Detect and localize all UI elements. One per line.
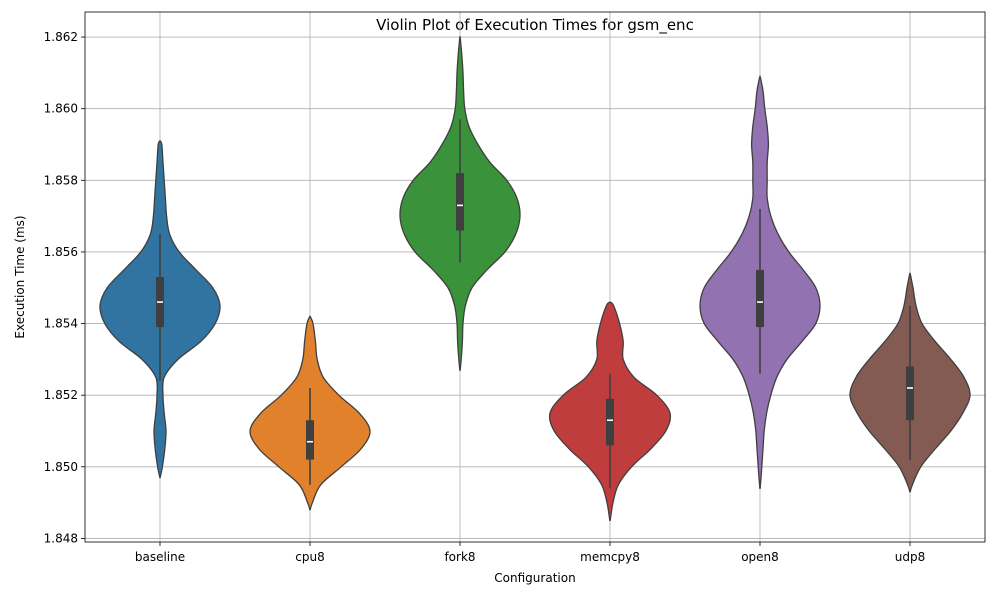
y-tick-label: 1.858	[44, 173, 78, 187]
x-tick-label-cpu8: cpu8	[295, 550, 324, 564]
y-tick-label: 1.856	[44, 245, 78, 259]
y-tick-label: 1.850	[44, 460, 78, 474]
iqr-box-open8	[756, 269, 764, 328]
iqr-box-fork8	[456, 173, 464, 231]
violins	[99, 36, 971, 522]
plot-frame	[84, 11, 986, 543]
x-tick-label-open8: open8	[741, 550, 779, 564]
x-tick-label-memcpy8: memcpy8	[580, 550, 640, 564]
x-tick-label-udp8: udp8	[895, 550, 925, 564]
iqr-box-udp8	[906, 366, 914, 421]
chart-title: Violin Plot of Execution Times for gsm_e…	[376, 16, 694, 35]
y-tick-label: 1.854	[44, 317, 78, 331]
x-axis-ticks: baseline cpu8 fork8 memcpy8 open8 udp8	[135, 542, 925, 564]
y-tick-label: 1.852	[44, 388, 78, 402]
y-tick-label: 1.860	[44, 102, 78, 116]
box-plots	[156, 119, 914, 489]
iqr-box-cpu8	[306, 420, 314, 460]
y-tick-label: 1.862	[44, 30, 78, 44]
grid	[85, 12, 985, 542]
iqr-box-memcpy8	[606, 398, 614, 446]
x-axis-label: Configuration	[494, 571, 575, 585]
y-axis-ticks: 1.848 1.850 1.852 1.854 1.856 1.858 1.860 1.862	[44, 30, 85, 545]
x-tick-label-fork8: fork8	[444, 550, 475, 564]
y-axis-label: Execution Time (ms)	[13, 215, 27, 338]
x-tick-label-baseline: baseline	[135, 550, 185, 564]
y-tick-label: 1.848	[44, 531, 78, 545]
